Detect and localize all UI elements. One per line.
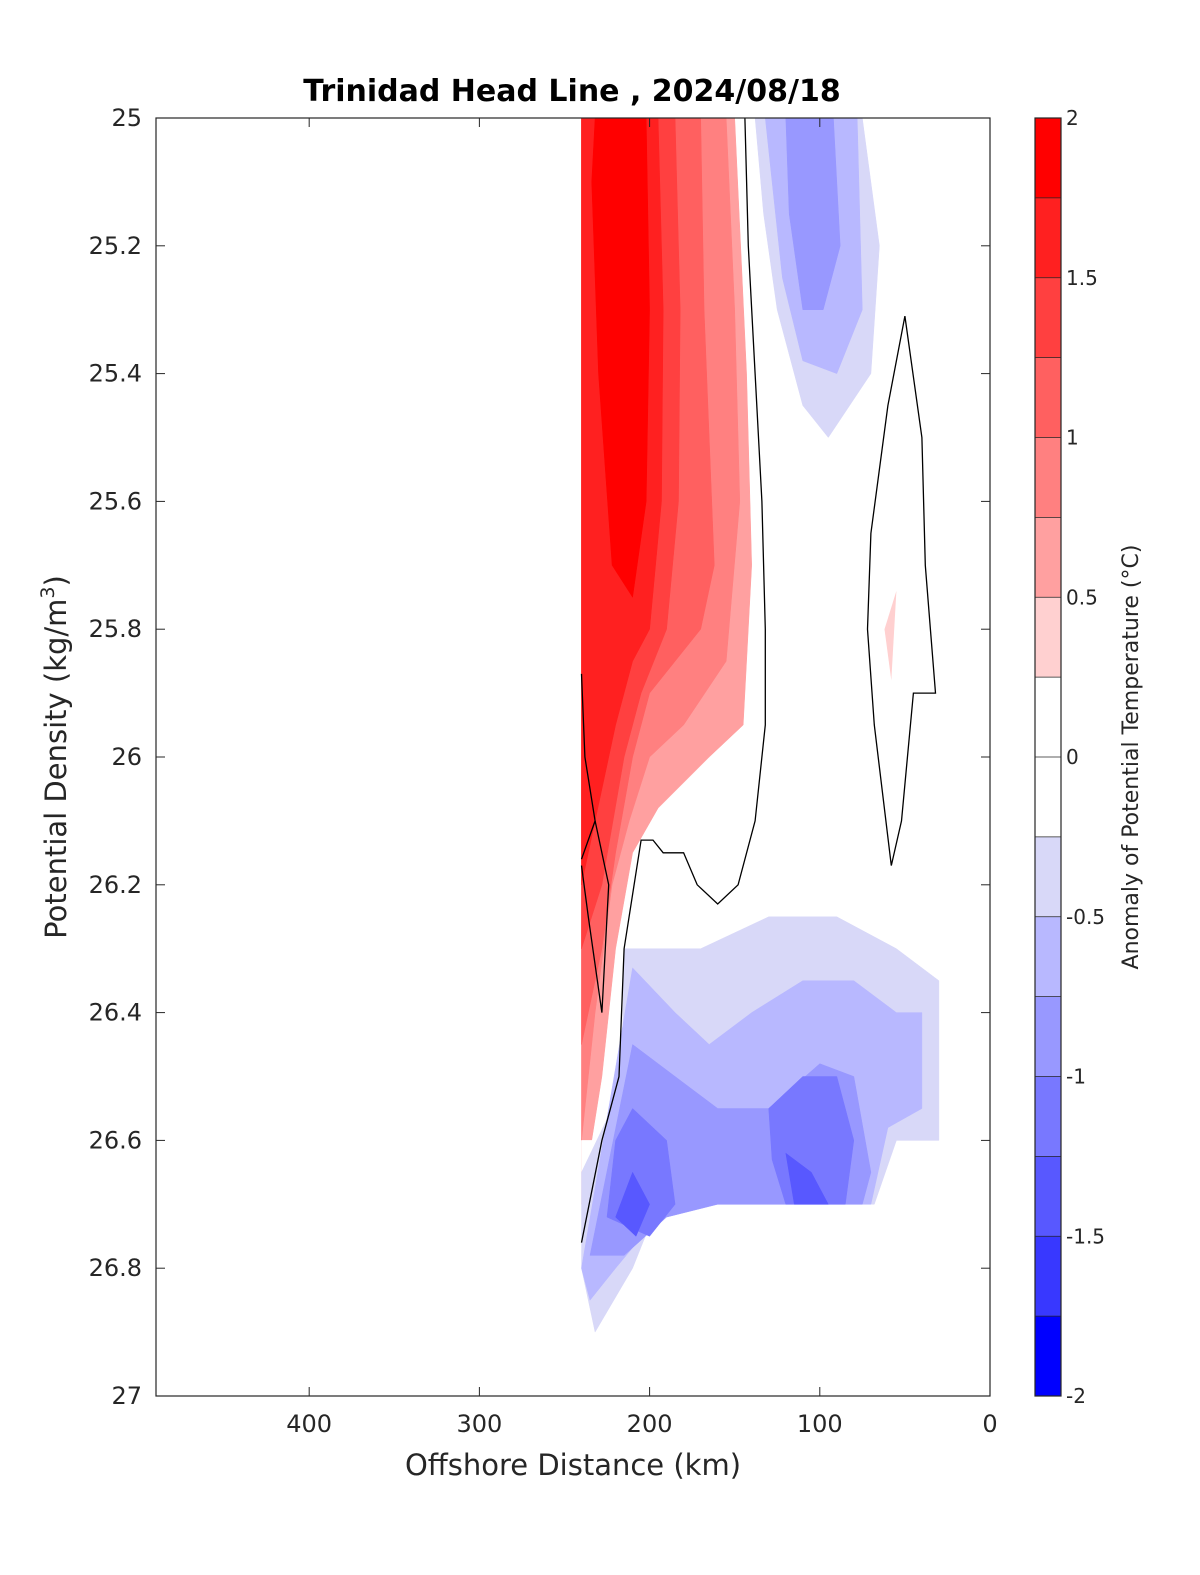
colorbar-block [1035,996,1061,1077]
contour-patch [884,590,897,681]
chart-title: Trinidad Head Line , 2024/08/18 [303,74,840,109]
colorbar-block [1035,1236,1061,1317]
y-axis-label: Potential Density (kg/m3) [37,575,73,939]
y-tick-label: 27 [111,1382,142,1410]
colorbar-tick-label: -2 [1066,1384,1086,1408]
colorbar-tick-label: 2 [1066,106,1079,130]
contour-patch [935,169,943,310]
colorbar-block [1035,517,1061,598]
colorbar-label: Anomaly of Potential Temperature (°C) [1119,545,1144,970]
y-axis-label-sup: 3 [37,586,59,598]
zero-contour-line [866,315,937,866]
y-axis-label-main: Potential Density (kg/m [39,599,73,939]
contour-region [615,1171,650,1237]
colorbar-block [1035,916,1061,998]
y-tick-label: 25.8 [89,615,142,643]
zero-contour-line [580,673,596,860]
y-tick-label: 25 [111,104,142,132]
colorbar-block [1035,437,1061,518]
y-tick-label: 26.6 [89,1126,142,1154]
colorbar-block [1035,277,1061,359]
colorbar-block [1035,197,1061,279]
colorbar-tick-label: 0 [1066,745,1079,769]
x-axis: 400 300 200 100 0 [286,118,998,1438]
colorbar-block [1035,836,1061,918]
colorbar-block [1035,597,1061,678]
colorbar-block [1035,118,1061,199]
colorbar-tick-label: -1.5 [1066,1224,1105,1248]
colorbar-frame [1034,117,1062,1397]
y-axis: 25 25.2 25.4 25.6 25.8 26 26.2 26.4 26.6 26.8 27 [89,104,990,1410]
y-tick-label: 26.4 [89,999,142,1027]
colorbar-tick-label: 1 [1066,426,1079,450]
x-axis-label: Offshore Distance (km) [405,1448,741,1482]
y-tick-label: 26.2 [89,871,142,899]
x-tick-label: 400 [286,1410,332,1438]
colorbar-tick-label: 1.5 [1066,266,1098,290]
x-tick-label: 0 [982,1410,997,1438]
colorbar-block [1035,1076,1061,1157]
colorbar-block [1035,1316,1061,1397]
colorbar-block [1035,757,1061,838]
y-tick-label: 25.4 [89,360,142,388]
contour-region [785,1152,829,1205]
x-tick-label: 100 [797,1410,843,1438]
y-axis-label-end: ) [39,575,73,586]
y-tick-label: 25.2 [89,232,142,260]
colorbar-tick-label: -1 [1066,1065,1086,1089]
x-tick-label: 200 [627,1410,673,1438]
x-tick-label: 300 [456,1410,502,1438]
zero-contour-line [580,820,610,1013]
y-tick-label: 26.8 [89,1254,142,1282]
colorbar: 2 1.5 1 0.5 0 -0.5 -1 -1.5 -2 Anomaly of Potenti… [1034,106,1144,1408]
colorbar-tick-label: -0.5 [1066,905,1105,929]
colorbar-tick-label: 0.5 [1066,585,1098,609]
y-tick-label: 26 [111,743,142,771]
zero-contour-line [580,118,766,1243]
colorbar-block [1035,1156,1061,1237]
y-tick-label: 25.6 [89,487,142,515]
colorbar-block [1035,357,1061,438]
contour-region [785,118,841,310]
contour-region [591,118,650,599]
colorbar-block [1035,677,1061,758]
plot-area [155,117,991,1397]
